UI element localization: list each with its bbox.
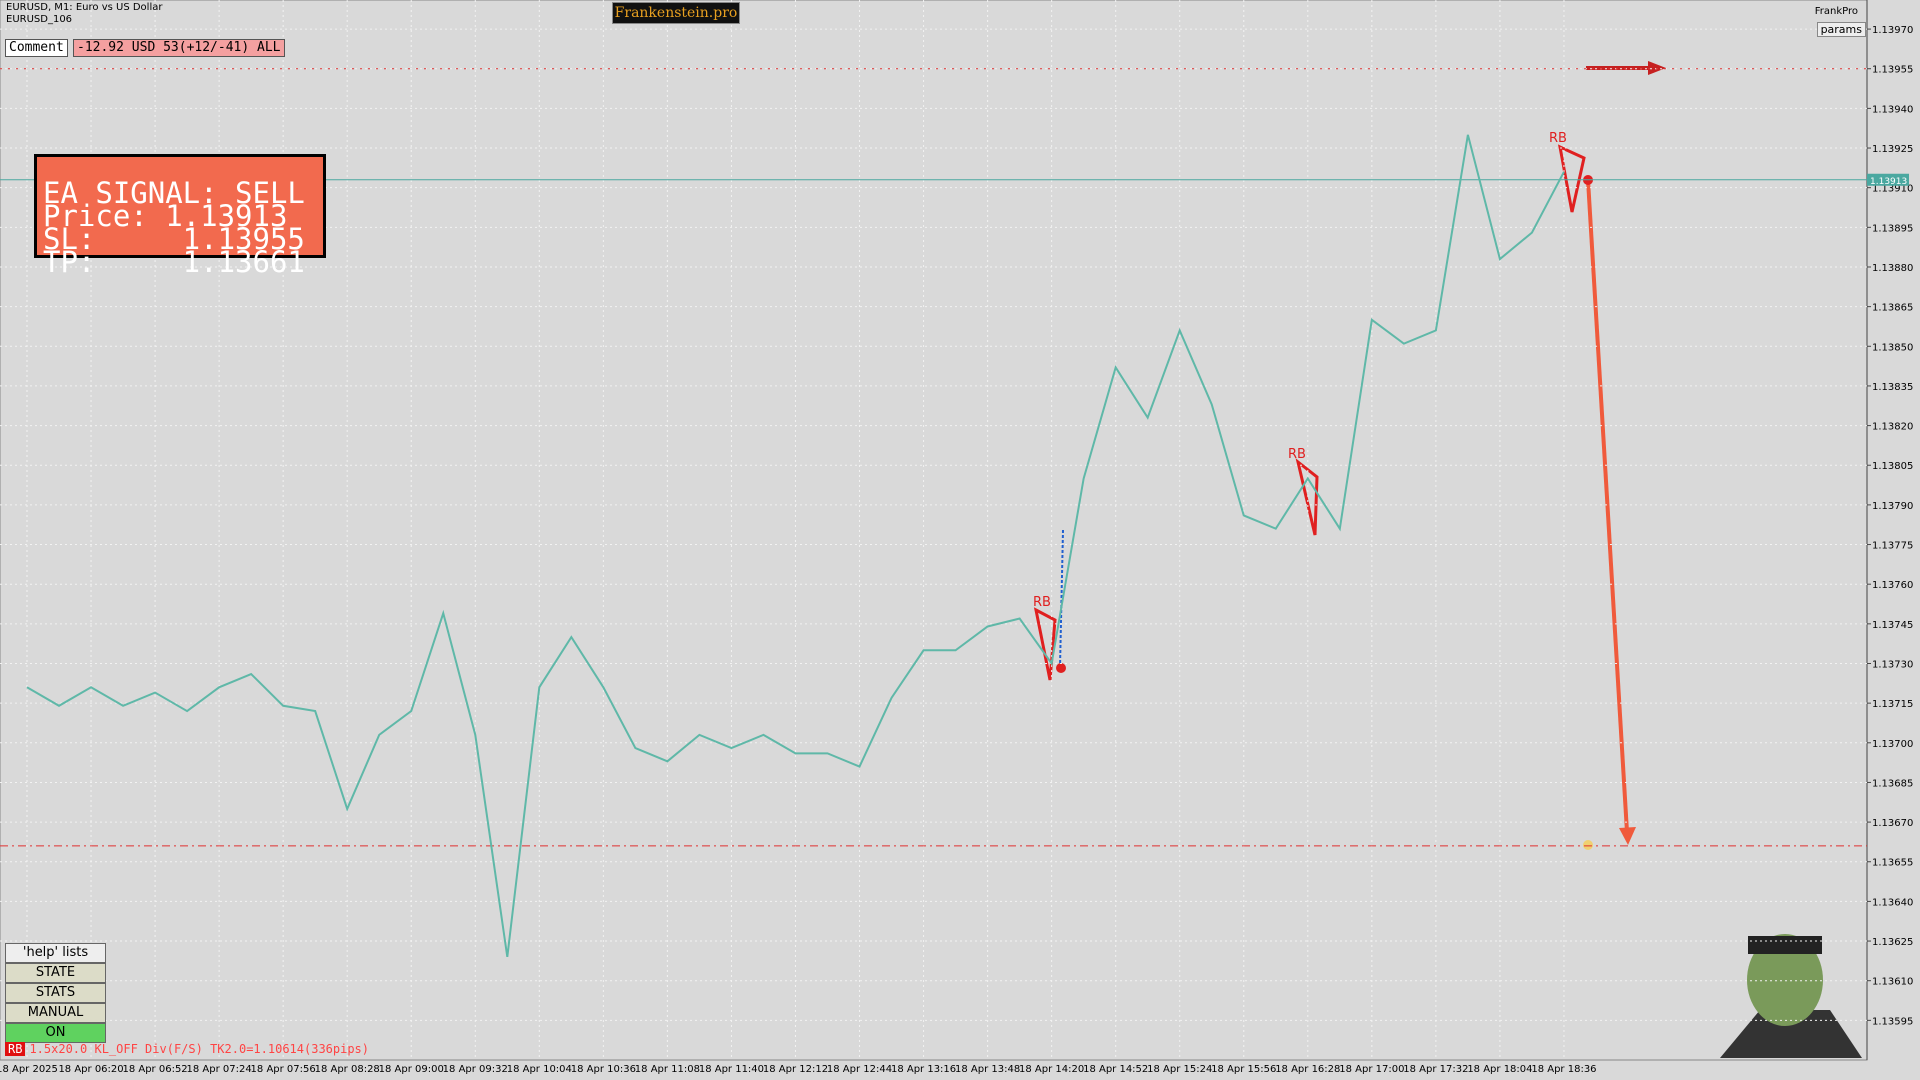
manual-button[interactable]: MANUAL — [5, 1003, 106, 1023]
x-tick-label: 18 Apr 10:36 — [571, 1064, 636, 1075]
x-tick-label: 18 Apr 16:28 — [1275, 1064, 1340, 1075]
y-tick-label: 1.13955 — [1872, 65, 1913, 76]
price-label: 1.13913 — [1870, 177, 1907, 187]
x-tick-label: 18 Apr 11:08 — [635, 1064, 700, 1075]
trade-marker — [1056, 663, 1066, 673]
y-tick-label: 1.13940 — [1872, 104, 1913, 115]
y-tick-label: 1.13820 — [1872, 422, 1913, 433]
rb-label: RB — [1549, 131, 1567, 146]
tp-marker — [1583, 840, 1593, 850]
y-tick-label: 1.13745 — [1872, 620, 1913, 631]
y-tick-label: 1.13715 — [1872, 699, 1913, 710]
y-tick-label: 1.13835 — [1872, 382, 1913, 393]
x-tick-label: 18 Apr 14:52 — [1083, 1064, 1148, 1075]
x-tick-label: 18 Apr 09:32 — [443, 1064, 508, 1075]
help-button[interactable]: 'help' lists cmds — [5, 943, 106, 978]
account: EURUSD_106 — [6, 14, 73, 25]
x-tick-label: 18 Apr 07:24 — [187, 1064, 252, 1075]
y-tick-label: 1.13970 — [1872, 25, 1913, 36]
status-bar: RB 1.5x20.0 KL_OFF Div(F/S) TK2.0=1.10614… — [5, 1042, 369, 1056]
y-tick-label: 1.13805 — [1872, 461, 1913, 472]
symbol: EURUSD, M1: Euro vs US Dollar — [6, 2, 163, 13]
x-tick-label: 18 Apr 14:20 — [1019, 1064, 1084, 1075]
signal-panel: EA SIGNAL: SELL Price: 1.13913 SL: 1.13955… — [34, 154, 326, 277]
y-tick-label: 1.13625 — [1872, 937, 1913, 948]
status-text: 1.5x20.0 KL_OFF Div(F/S) TK2.0=1.10614(3… — [29, 1042, 370, 1056]
y-tick-label: 1.13790 — [1872, 501, 1913, 512]
x-tick-label: 18 Apr 18:36 — [1531, 1064, 1596, 1075]
x-tick-label: 18 Apr 07:56 — [251, 1064, 316, 1075]
y-tick-label: 1.13685 — [1872, 778, 1913, 789]
y-tick-label: 1.13880 — [1872, 263, 1913, 274]
rb-label: RB — [1288, 447, 1306, 462]
y-tick-label: 1.13850 — [1872, 342, 1913, 353]
x-tick-label: 18 Apr 08:28 — [315, 1064, 380, 1075]
y-tick-label: 1.13865 — [1872, 303, 1913, 314]
mascot — [1720, 934, 1862, 1058]
price-line-series — [26, 134, 1565, 958]
x-tick-label: 18 Apr 2025 — [0, 1064, 58, 1075]
rb-label: RB — [1033, 595, 1051, 610]
rb-pattern — [1295, 458, 1319, 536]
x-tick-label: 18 Apr 15:56 — [1211, 1064, 1276, 1075]
y-tick-label: 1.13925 — [1872, 144, 1913, 155]
x-tick-label: 18 Apr 11:40 — [699, 1064, 764, 1075]
y-tick-label: 1.13775 — [1872, 541, 1913, 552]
tp-arrow — [1586, 179, 1629, 833]
x-tick-label: 18 Apr 13:48 — [955, 1064, 1020, 1075]
signal-line: SL: 1.13955 — [43, 222, 305, 256]
brand: Frankenstein.pro — [612, 2, 740, 24]
signal-line: EA SIGNAL: SELL — [43, 176, 305, 210]
price-tag — [1867, 173, 1909, 186]
y-tick-label: 1.13640 — [1872, 897, 1913, 908]
x-tick-label: 18 Apr 06:20 — [58, 1064, 123, 1075]
x-tick-label: 18 Apr 15:24 — [1147, 1064, 1212, 1075]
x-tick-label: 18 Apr 17:32 — [1403, 1064, 1468, 1075]
y-tick-label: 1.13610 — [1872, 977, 1913, 988]
state-button[interactable]: STATE — [5, 963, 106, 983]
corner-label: FrankPro — [1814, 6, 1858, 17]
y-tick-label: 1.13670 — [1872, 818, 1913, 829]
x-tick-label: 18 Apr 12:44 — [827, 1064, 892, 1075]
y-tick-label: 1.13700 — [1872, 739, 1913, 750]
x-tick-label: 18 Apr 12:12 — [763, 1064, 828, 1075]
signal-line: Price: 1.13913 — [43, 199, 288, 233]
stats-button[interactable]: STATS — [5, 983, 106, 1003]
signal-line: TP: 1.13661 — [43, 245, 305, 279]
x-tick-label: 18 Apr 18:04 — [1467, 1064, 1532, 1075]
y-tick-label: 1.13760 — [1872, 580, 1913, 591]
tp-arrow-head — [1619, 827, 1636, 845]
comment-text: -12.92 USD 53(+12/-41) ALL — [73, 39, 285, 57]
comment-label: Comment — [5, 39, 68, 57]
y-tick-label: 1.13910 — [1872, 184, 1913, 195]
status-tag: RB — [5, 1042, 26, 1056]
params-button[interactable]: params — [1816, 22, 1866, 37]
x-tick-label: 18 Apr 17:00 — [1339, 1064, 1404, 1075]
x-tick-label: 18 Apr 13:16 — [891, 1064, 956, 1075]
x-tick-label: 18 Apr 10:04 — [507, 1064, 572, 1075]
y-tick-label: 1.13655 — [1872, 858, 1913, 869]
x-tick-label: 18 Apr 09:00 — [379, 1064, 444, 1075]
y-tick-label: 1.13730 — [1872, 659, 1913, 670]
sl-arrow-head — [1648, 61, 1666, 75]
trade-line — [1059, 529, 1064, 668]
y-tick-label: 1.13595 — [1872, 1016, 1913, 1027]
rb-pattern — [1033, 607, 1057, 681]
y-tick-label: 1.13895 — [1872, 223, 1913, 234]
on-button[interactable]: ON — [5, 1023, 106, 1043]
x-tick-label: 18 Apr 06:52 — [122, 1064, 187, 1075]
